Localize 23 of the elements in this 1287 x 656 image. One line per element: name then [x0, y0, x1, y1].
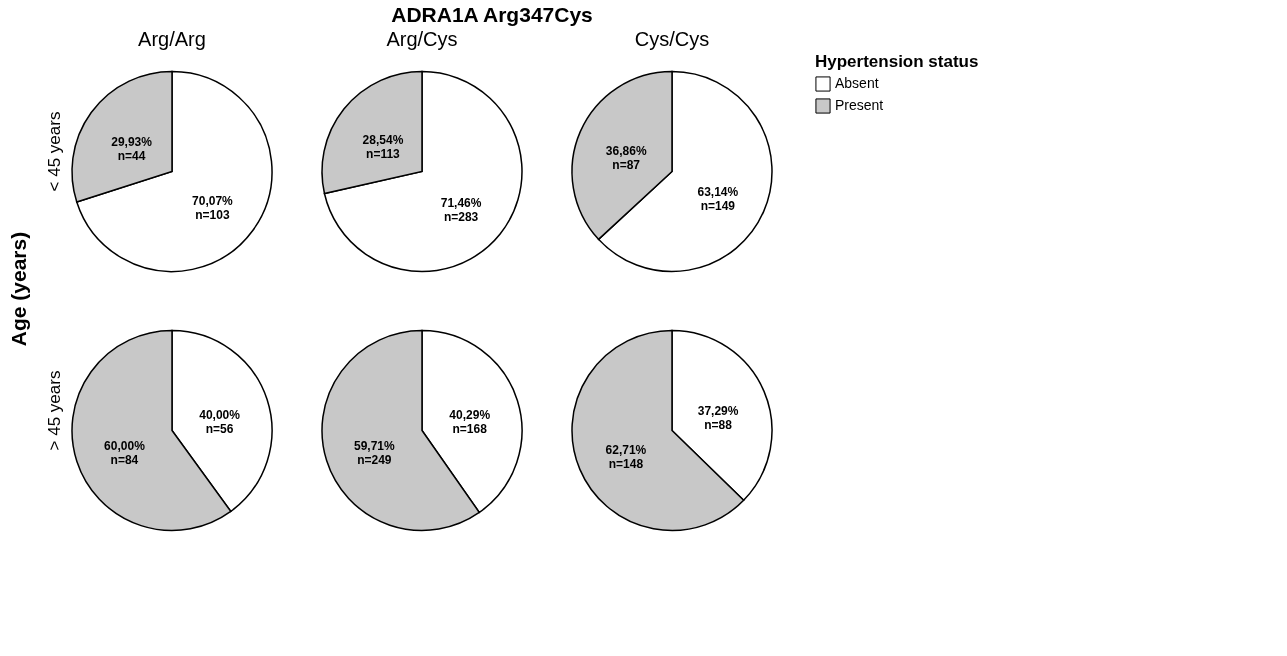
data-label: 36,86% n=87 — [605, 144, 647, 173]
data-label: 59,71% n=249 — [353, 438, 395, 467]
chart-title: Arg/Arg — [138, 28, 206, 50]
data-label: 70,07% n=103 — [192, 193, 234, 222]
legend-title: Hypertension status — [815, 52, 979, 71]
chart-title: Arg/Cys — [386, 28, 458, 50]
data-label: 40,00% n=56 — [199, 408, 241, 437]
data-label: 29,93% n=44 — [111, 135, 153, 164]
data-label: 40,29% n=168 — [449, 408, 491, 437]
text: < 45 years — [45, 111, 64, 192]
chart-title: Cys/Cys — [634, 28, 710, 50]
data-label: 28,54% n=113 — [362, 133, 404, 162]
data-label: 62,71% n=148 — [605, 442, 647, 471]
text: ADRA1A Arg347Cys — [391, 3, 593, 26]
text: > 45 years — [45, 370, 64, 451]
data-label: 63,14% n=149 — [697, 184, 739, 213]
text: Age (years) — [7, 231, 30, 347]
data-label: 60,00% n=84 — [104, 438, 146, 467]
legend-label: Present — [835, 97, 884, 113]
data-label: 71,46% n=283 — [440, 195, 482, 224]
legend-label: Absent — [835, 75, 879, 91]
data-label: 37,29% n=88 — [697, 404, 739, 433]
pie-slice — [323, 70, 523, 273]
